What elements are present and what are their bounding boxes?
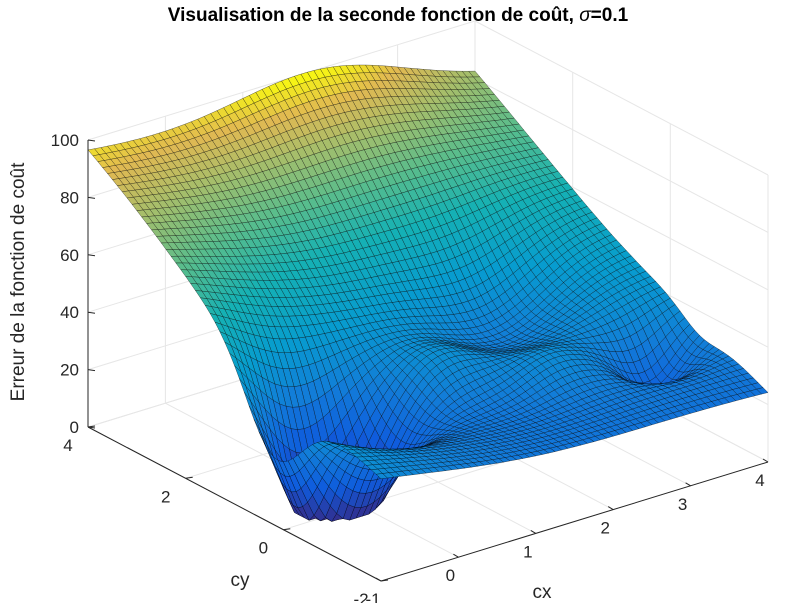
x-tick-mark — [762, 458, 769, 463]
x-tick-label: 1 — [523, 542, 532, 561]
x-axis-label: cx — [533, 582, 553, 603]
y-tick-label: -2 — [353, 590, 368, 603]
x-tick-mark — [607, 506, 614, 511]
y-tick-mark — [185, 476, 193, 479]
z-tick-mark — [87, 196, 96, 199]
x-tick-mark — [375, 577, 382, 582]
y-tick-mark — [283, 528, 291, 531]
z-tick-label: 40 — [60, 303, 79, 322]
surface-mesh — [87, 64, 769, 522]
x-axis-line — [380, 461, 769, 582]
z-tick-mark — [87, 311, 96, 314]
y-tick-label: 0 — [259, 539, 268, 558]
x-tick-label: 4 — [755, 471, 764, 490]
x-tick-mark — [453, 553, 459, 558]
side-wall-grid-line — [474, 77, 769, 233]
z-tick-mark — [87, 369, 96, 372]
y-tick-mark — [380, 579, 389, 582]
z-tick-label: 60 — [60, 246, 79, 265]
y-tick-label: 4 — [63, 436, 72, 455]
y-axis-label: cy — [231, 570, 251, 591]
x-tick-label: 0 — [446, 566, 455, 585]
chart-title-sigma: σ — [579, 5, 592, 26]
x-tick-label: 2 — [600, 519, 609, 538]
z-tick-label: 20 — [60, 361, 79, 380]
z-tick-label: 100 — [51, 131, 79, 150]
x-tick-mark — [530, 529, 537, 534]
z-tick-label: 80 — [60, 188, 79, 207]
side-wall-grid-line — [474, 20, 769, 176]
y-tick-label: 2 — [161, 487, 170, 506]
z-tick-mark — [87, 139, 96, 142]
z-tick-label: 0 — [70, 418, 79, 437]
x-tick-label: 3 — [678, 495, 687, 514]
chart-title: Visualisation de la seconde fonction de … — [168, 5, 629, 26]
z-axis-label: Erreur de la fonction de coût — [8, 162, 29, 401]
z-tick-mark — [87, 254, 96, 257]
x-tick-mark — [685, 482, 691, 487]
back-wall-grid-line — [87, 20, 476, 141]
